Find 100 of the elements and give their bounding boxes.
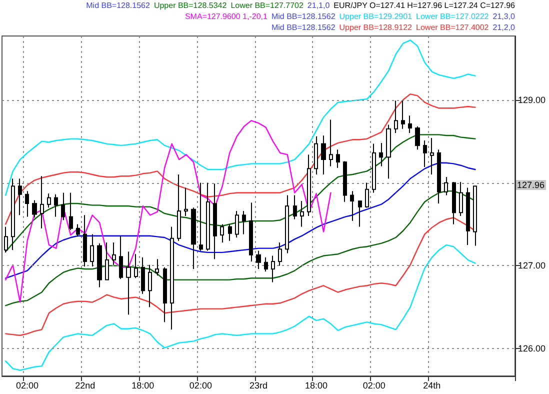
line-series xyxy=(5,217,476,336)
text: Mid BB=128.1562 xyxy=(85,1,150,10)
candlestick xyxy=(365,182,369,208)
candlestick xyxy=(184,187,188,216)
candlestick xyxy=(163,266,167,323)
text: Upper BB=128.5342 xyxy=(152,1,227,10)
candlestick xyxy=(401,100,405,130)
candlestick xyxy=(423,140,427,168)
candlestick xyxy=(249,202,253,262)
candlestick xyxy=(271,255,275,283)
line-series xyxy=(5,190,476,306)
text: 21,1,0 xyxy=(306,1,330,10)
candlestick xyxy=(199,182,203,252)
candlestick xyxy=(177,174,181,242)
x-tick-label: 18:00 xyxy=(305,380,328,390)
text: Upper BB=128.9122 xyxy=(338,23,412,32)
candlestick xyxy=(314,136,318,175)
candlestick xyxy=(126,251,131,316)
text: Lower BB=127.0222 xyxy=(415,12,489,21)
candlestick xyxy=(415,126,420,150)
candlestick xyxy=(76,224,80,238)
candlestick xyxy=(11,178,15,250)
line-series xyxy=(5,134,476,252)
annotation: 127.96 xyxy=(516,180,546,190)
text: Lower BB=127.4002 xyxy=(415,23,489,32)
candlestick xyxy=(69,192,73,231)
candlestick xyxy=(228,224,232,242)
candlestick xyxy=(32,200,37,218)
line-series xyxy=(5,162,476,279)
candlestick xyxy=(408,115,412,134)
candlestick xyxy=(155,258,159,276)
candlestick xyxy=(343,160,347,202)
candlestick xyxy=(307,154,311,216)
candlestick xyxy=(148,264,152,308)
candlestick xyxy=(47,193,51,208)
x-tick-label: 02:00 xyxy=(189,380,212,390)
x-tick-label: 18:00 xyxy=(132,380,154,390)
text: Lower BB=127.7702 xyxy=(230,1,304,10)
text: EUR/JPY O=127.41 H=127.96 L=127.24 C=127.96 xyxy=(332,1,515,10)
candlestick xyxy=(285,194,289,254)
candlestick xyxy=(430,138,434,175)
candlestick xyxy=(112,242,116,266)
text: 21,2,0 xyxy=(492,23,515,32)
candlestick xyxy=(105,242,109,280)
candlestick xyxy=(256,250,261,270)
candlestick xyxy=(213,183,217,260)
candlestick xyxy=(459,181,463,216)
y-tick-label: 126.00 xyxy=(518,344,546,354)
text: 21,3,0 xyxy=(492,12,515,21)
candlestick xyxy=(321,135,326,175)
candlestick xyxy=(394,100,398,134)
candlestick xyxy=(350,190,354,222)
candlestick xyxy=(372,143,376,194)
candlestick xyxy=(134,254,138,279)
candlestick xyxy=(220,224,224,243)
candlestick xyxy=(386,124,391,180)
candlestick xyxy=(54,194,58,218)
line-series xyxy=(5,40,476,196)
candlestick xyxy=(119,235,123,280)
candlestick xyxy=(278,242,282,266)
text: SMA=127.9600 1,-20,1 xyxy=(184,12,268,21)
candlestick xyxy=(379,142,383,167)
candlestick xyxy=(242,210,246,235)
x-tick-label: 02:00 xyxy=(362,380,386,390)
candlestick xyxy=(300,200,304,228)
candlestick xyxy=(336,149,340,168)
candlestick xyxy=(18,178,22,216)
candlestick xyxy=(329,119,333,167)
candlestick xyxy=(264,256,268,272)
x-tick-label: 02:00 xyxy=(16,380,39,390)
x-tick-label: 23rd xyxy=(249,380,268,390)
candlestick xyxy=(473,186,477,246)
text: Mid BB=128.1562 xyxy=(270,23,336,32)
text: Mid BB=128.1562 xyxy=(270,12,336,21)
candlestick xyxy=(40,176,44,229)
candlestick xyxy=(97,242,102,288)
candlestick xyxy=(191,207,196,270)
candlestick xyxy=(25,190,29,218)
candlestick xyxy=(235,210,239,238)
candlestick xyxy=(293,194,297,220)
candlestick xyxy=(90,234,94,268)
candlestick xyxy=(444,176,448,196)
candlestick xyxy=(358,200,362,228)
candlestick xyxy=(141,256,145,294)
line-series xyxy=(5,120,332,303)
candlestick xyxy=(452,181,456,225)
text: Upper BB=129.2901 xyxy=(338,12,412,21)
line-series xyxy=(5,244,476,371)
candlestick xyxy=(170,226,174,330)
candlestick xyxy=(61,192,65,221)
x-tick-label: 22nd xyxy=(75,380,96,390)
x-tick-label: 24th xyxy=(423,380,441,390)
line-series xyxy=(5,93,476,225)
y-tick-label: 127.00 xyxy=(518,260,546,271)
candlestick xyxy=(466,187,470,246)
candlestick xyxy=(83,214,87,268)
candlestick xyxy=(4,226,8,253)
candlestick xyxy=(437,149,441,204)
candlestick xyxy=(206,182,210,252)
y-tick-label: 129.00 xyxy=(518,94,546,105)
